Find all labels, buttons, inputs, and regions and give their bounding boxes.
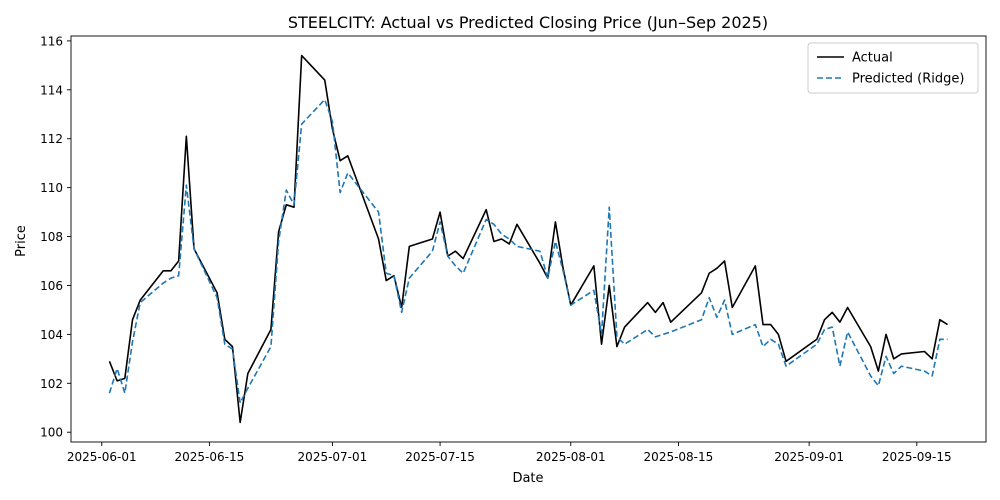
y-tick-label: 110 — [40, 181, 63, 195]
x-tick-label: 2025-09-01 — [774, 450, 844, 464]
y-tick-label: 106 — [40, 279, 63, 293]
x-axis-label: Date — [512, 471, 543, 486]
y-tick-label: 104 — [40, 328, 63, 342]
x-tick-label: 2025-06-15 — [175, 450, 245, 464]
legend: Actual Predicted (Ridge) — [808, 43, 978, 93]
x-tick-label: 2025-09-15 — [882, 450, 952, 464]
x-tick-label: 2025-08-15 — [644, 450, 714, 464]
legend-label: Predicted (Ridge) — [852, 72, 964, 87]
x-tick-label: 2025-08-01 — [536, 450, 606, 464]
x-tick-label: 2025-07-01 — [298, 450, 368, 464]
x-tick-label: 2025-06-01 — [67, 450, 137, 464]
y-tick-label: 108 — [40, 230, 63, 244]
x-tick-label: 2025-07-15 — [405, 450, 475, 464]
y-tick-label: 102 — [40, 377, 63, 391]
legend-label: Actual — [852, 51, 893, 66]
y-tick-label: 114 — [40, 83, 63, 97]
y-tick-label: 116 — [40, 34, 63, 48]
y-tick-label: 100 — [40, 426, 63, 440]
chart-title: STEELCITY: Actual vs Predicted Closing P… — [288, 13, 768, 32]
y-axis-label: Price — [14, 225, 29, 257]
y-tick-label: 112 — [40, 132, 63, 146]
